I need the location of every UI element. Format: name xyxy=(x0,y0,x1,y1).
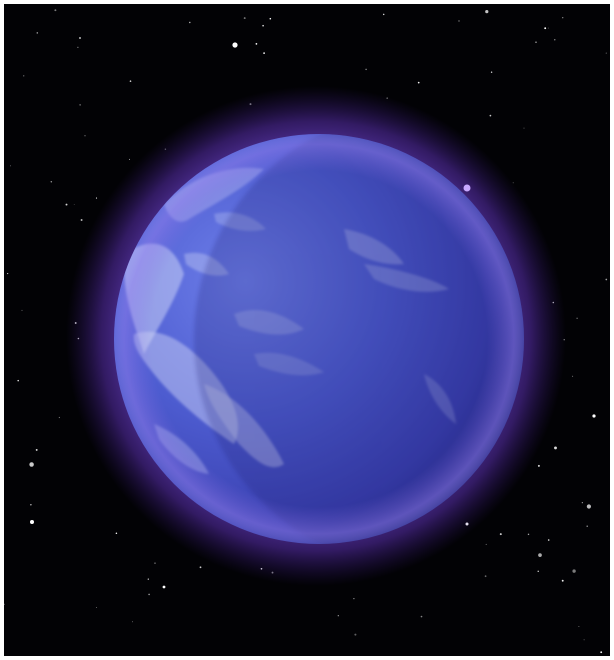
star xyxy=(484,575,487,578)
star xyxy=(489,114,492,117)
moon-dot xyxy=(463,184,471,192)
planet xyxy=(114,134,524,544)
star xyxy=(554,39,556,41)
star xyxy=(490,71,493,73)
star xyxy=(262,24,264,27)
star xyxy=(79,104,81,106)
star xyxy=(154,562,156,564)
star xyxy=(547,539,550,541)
star xyxy=(537,464,540,467)
star xyxy=(10,165,11,167)
star xyxy=(29,462,34,467)
star xyxy=(554,446,557,450)
star xyxy=(365,68,367,71)
star xyxy=(605,52,607,54)
star xyxy=(243,17,246,20)
star xyxy=(4,603,5,605)
space-scene xyxy=(4,4,610,656)
star xyxy=(576,317,578,319)
star xyxy=(23,75,25,77)
star xyxy=(578,626,580,627)
star xyxy=(80,219,83,221)
star xyxy=(129,158,130,160)
star xyxy=(36,32,39,34)
star xyxy=(605,278,608,281)
star xyxy=(337,615,339,617)
star xyxy=(581,502,583,504)
star xyxy=(485,543,487,545)
star xyxy=(527,533,530,536)
star xyxy=(115,532,118,535)
star xyxy=(537,570,539,572)
star xyxy=(544,27,547,30)
star xyxy=(58,416,61,419)
star xyxy=(129,80,132,82)
star xyxy=(353,597,355,600)
star xyxy=(583,639,585,641)
star xyxy=(255,43,258,45)
star xyxy=(30,504,32,506)
bright-star xyxy=(232,42,238,48)
star xyxy=(148,593,150,596)
star xyxy=(586,525,588,527)
star xyxy=(523,127,525,129)
star xyxy=(485,9,489,14)
star xyxy=(95,197,98,199)
star xyxy=(50,181,53,183)
star xyxy=(147,578,149,580)
star xyxy=(562,17,564,19)
star xyxy=(263,52,265,54)
star xyxy=(586,504,592,509)
star xyxy=(458,20,460,22)
star xyxy=(54,9,57,12)
star xyxy=(572,375,574,377)
star xyxy=(420,615,423,618)
star xyxy=(600,651,603,654)
star xyxy=(499,533,502,536)
star xyxy=(561,579,564,582)
space-illustration xyxy=(4,9,608,654)
star xyxy=(382,13,385,16)
bright-star xyxy=(162,585,166,589)
star xyxy=(35,448,38,451)
star xyxy=(17,379,19,382)
star xyxy=(199,566,202,569)
bright-star xyxy=(30,520,34,524)
star xyxy=(131,621,134,623)
star xyxy=(84,135,86,137)
bright-star xyxy=(592,414,596,418)
star xyxy=(95,607,97,608)
star xyxy=(21,309,23,311)
star xyxy=(417,81,420,84)
star xyxy=(77,46,79,48)
star xyxy=(572,569,576,573)
star xyxy=(547,27,549,29)
star xyxy=(65,203,68,206)
star xyxy=(535,41,537,43)
star xyxy=(269,17,272,20)
star xyxy=(189,21,191,24)
star xyxy=(7,273,9,275)
star xyxy=(354,633,357,636)
star xyxy=(538,553,542,557)
star xyxy=(79,37,81,39)
star xyxy=(73,204,75,206)
